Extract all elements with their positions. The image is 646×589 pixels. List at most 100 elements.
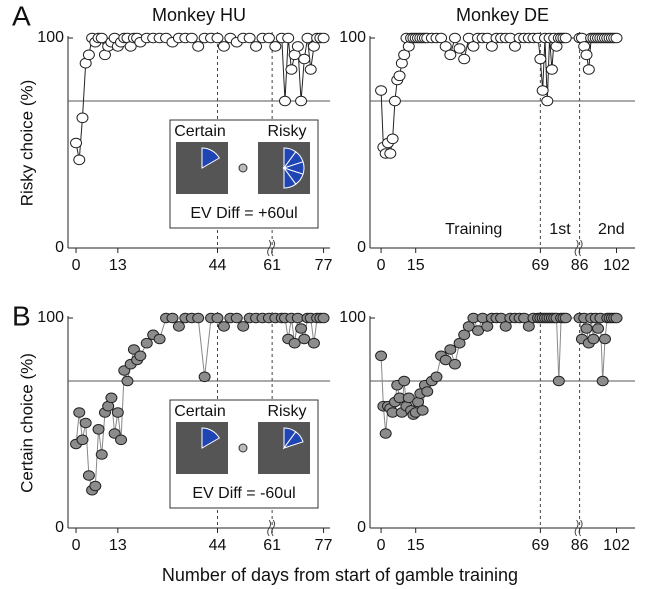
inset-label: Certain [174,123,226,140]
data-point [598,333,611,345]
y-tick-label: 100 [37,29,64,46]
y-tick-label: 100 [339,29,366,46]
axis-break [574,519,583,537]
data-point [430,371,443,383]
data-point [508,41,521,52]
pie-sector [282,431,304,449]
x-tick-label: 69 [531,537,549,554]
data-point [111,407,124,418]
data-point [76,434,89,446]
axis-break [267,239,276,257]
axis-break [267,519,276,537]
data-point [317,312,330,324]
data-point [552,375,565,387]
data-point [444,344,457,355]
x-tick-label: 69 [531,257,549,274]
data-point [541,95,554,107]
y-tick-label: 100 [37,309,64,326]
inset-label: Certain [174,403,226,420]
data-point [121,375,134,387]
x-tick-label: 61 [263,537,281,554]
data-point [439,354,452,366]
data-point [304,64,317,75]
data-point [217,321,230,332]
data-point [262,32,275,44]
x-tick-label: 86 [571,537,589,554]
data-point [317,32,330,44]
data-point [610,312,623,324]
data-point [82,470,95,481]
data-point [230,312,243,324]
data-point [462,321,475,332]
x-tick-label: 86 [571,257,589,274]
x-tick-label: 15 [407,537,425,554]
y-tick-label: 100 [339,309,366,326]
x-tick-label: 102 [603,257,630,274]
y-axis-label: Risky choice (%) [17,80,36,207]
data-point [70,137,83,149]
data-point [379,428,392,439]
data-point [448,32,461,44]
y-axis-label: Certain choice (%) [17,353,36,493]
data-point [435,32,448,44]
axis-break [574,239,583,257]
data-point [582,64,595,75]
data-point [375,85,388,96]
x-tick-label: 13 [109,257,127,274]
data-point [192,41,205,52]
fixation [238,163,248,173]
row-label: A [12,0,31,31]
data-point [580,323,593,334]
fixation [238,443,248,453]
data-point [153,333,166,345]
data-point [282,32,295,44]
data-point [278,95,291,107]
pie-sector [283,166,297,189]
data-point [398,49,411,61]
panel-title: Monkey DE [456,5,549,25]
data-point [269,41,282,52]
data-point [79,417,92,429]
data-point [448,358,461,370]
inset-label: Risky [267,403,306,420]
x-tick-label: 77 [315,257,333,274]
data-point [73,407,86,418]
data-point [95,449,108,460]
pie-sector [201,427,221,449]
x-tick-label: 0 [72,257,81,274]
data-point [295,323,308,334]
x-tick-label: 44 [209,257,227,274]
pie-sector [201,147,221,169]
data-point [499,321,512,332]
data-point [82,49,95,61]
x-tick-label: 0 [72,537,81,554]
data-point [439,41,452,52]
phase-label: 2nd [598,221,625,238]
data-point [587,333,600,345]
data-point [211,312,224,324]
data-point [211,32,224,44]
data-point [298,53,311,65]
data-point [185,32,198,44]
data-point [453,337,466,349]
x-tick-label: 44 [209,537,227,554]
x-tick-label: 13 [109,537,127,554]
x-tick-label: 0 [377,537,386,554]
data-point [384,148,397,159]
data-point [298,333,311,345]
data-point [285,64,298,75]
data-point [307,337,320,349]
x-tick-label: 61 [263,257,281,274]
y-tick-label: 0 [55,239,64,256]
data-point [217,41,230,52]
data-point [95,32,108,44]
data-point [295,95,308,107]
data-point [140,337,153,349]
data-point [237,321,250,332]
data-point [89,480,102,492]
data-point [481,321,494,332]
data-point [559,312,572,324]
data-point [458,329,471,341]
